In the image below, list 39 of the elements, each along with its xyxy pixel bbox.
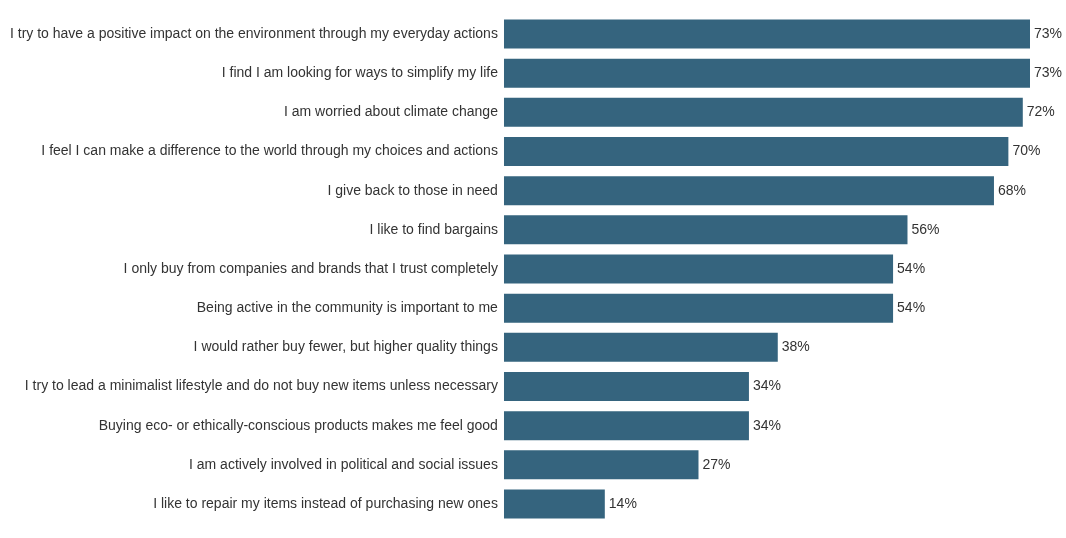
y-tick-label: I only buy from companies and brands that I trust completely <box>123 259 498 276</box>
data-label: 73% <box>1034 24 1063 41</box>
bar <box>503 176 994 206</box>
bar <box>503 489 605 519</box>
y-tick-label: I feel I can make a difference to the world through my choices and actions <box>41 142 498 159</box>
bar <box>503 19 1030 49</box>
bar <box>503 293 894 323</box>
bar <box>503 254 894 284</box>
data-label: 68% <box>997 181 1026 198</box>
bar <box>503 450 699 480</box>
data-label: 14% <box>608 494 637 511</box>
y-tick-label: I am worried about climate change <box>283 103 499 120</box>
data-label: 54% <box>897 259 926 276</box>
y-tick-label: I would rather buy fewer, but higher quality things <box>193 338 498 355</box>
y-tick-label: I give back to those in need <box>327 181 498 198</box>
y-tick-label: I find I am looking for ways to simplify my life <box>221 64 499 81</box>
data-label: 34% <box>752 377 781 394</box>
data-label: 73% <box>1034 64 1063 81</box>
y-tick-label: I like to repair my items instead of purchasing new ones <box>153 494 498 511</box>
data-label: 38% <box>781 338 810 355</box>
bar <box>503 58 1030 88</box>
data-label: 54% <box>897 299 926 316</box>
y-tick-label: Being active in the community is important to me <box>196 299 499 316</box>
y-tick-label: I try to lead a minimalist lifestyle and do not buy new items unless necessary <box>24 377 498 394</box>
data-label: 56% <box>911 220 940 237</box>
data-label: 34% <box>752 416 781 433</box>
y-tick-label: I like to find bargains <box>369 220 498 237</box>
bar <box>503 215 908 245</box>
data-label: 70% <box>1012 142 1041 159</box>
data-label: 27% <box>702 455 731 472</box>
y-tick-label: Buying eco- or ethically-conscious products makes me feel good <box>98 416 498 433</box>
y-tick-label: I try to have a positive impact on the environment through my everyday actions <box>9 24 498 41</box>
bar <box>503 411 749 441</box>
bar <box>503 137 1009 166</box>
y-tick-label: I am actively involved in political and social issues <box>188 455 498 472</box>
data-label: 72% <box>1026 103 1055 120</box>
bar <box>503 372 749 401</box>
bar <box>503 97 1023 127</box>
bar <box>503 332 778 362</box>
